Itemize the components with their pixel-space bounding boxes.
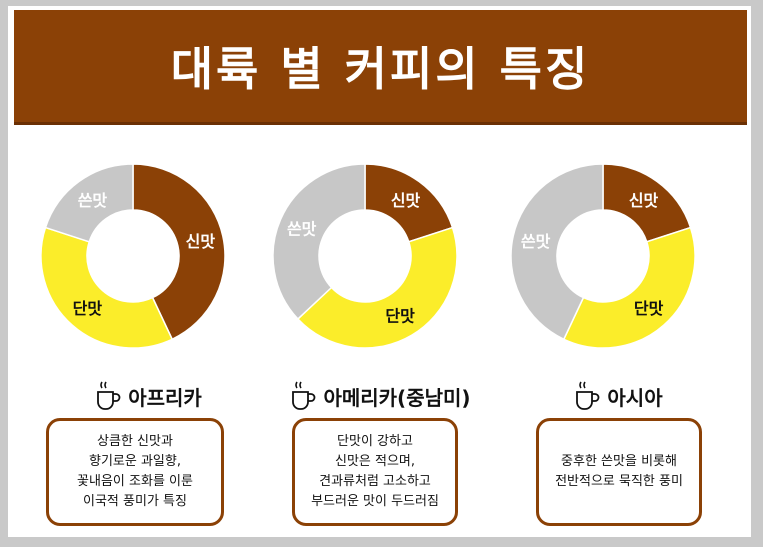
donut-slice-2 — [510, 163, 604, 341]
description-box: 상큼한 신맛과 향기로운 과일향, 꽃내음이 조화를 이룬 이국적 풍미가 특징 — [46, 418, 224, 526]
slice-label-1: 단맛 — [385, 306, 415, 325]
coffee-cup-icon — [94, 380, 122, 412]
description-text: 단맛이 강하고 신맛은 적으며, 견과류처럼 고소하고 부드러운 맛이 두드러짐 — [311, 434, 439, 509]
description-box: 중후한 쓴맛을 비롯해 전반적으로 묵직한 풍미 — [536, 418, 702, 526]
title-banner: 대륙 별 커피의 특징 — [14, 10, 747, 125]
slice-label-2: 쓴맛 — [78, 191, 108, 210]
donut-slice-1 — [562, 226, 696, 349]
donut-slice-2 — [272, 163, 366, 321]
coffee-cup-icon — [289, 380, 317, 412]
donut-slice-1 — [296, 226, 458, 349]
region-name: 아프리카 — [128, 385, 202, 410]
region-heading: 아프리카 — [28, 378, 268, 414]
slice-label-1: 단맛 — [73, 299, 103, 318]
region-heading: 아메리카(중남미) — [260, 378, 500, 414]
slice-label-0: 신맛 — [186, 232, 216, 251]
donut-slice-1 — [40, 226, 174, 349]
donut-slice-2 — [44, 163, 134, 243]
donut-slice-0 — [132, 163, 226, 341]
description-box: 단맛이 강하고 신맛은 적으며, 견과류처럼 고소하고 부드러운 맛이 두드러짐 — [292, 418, 458, 526]
page-title: 대륙 별 커피의 특징 — [170, 42, 591, 96]
slice-label-0: 신맛 — [629, 191, 659, 210]
region-heading: 아시아 — [498, 378, 738, 414]
slice-label-0: 신맛 — [391, 191, 421, 210]
description-text: 중후한 쓴맛을 비롯해 전반적으로 묵직한 풍미 — [555, 454, 683, 489]
slice-label-2: 쓴맛 — [287, 220, 317, 239]
coffee-cup-icon — [573, 380, 601, 412]
region-name: 아시아 — [607, 385, 663, 410]
slice-label-2: 쓴맛 — [521, 232, 551, 251]
slice-label-1: 단맛 — [634, 299, 664, 318]
description-text: 상큼한 신맛과 향기로운 과일향, 꽃내음이 조화를 이룬 이국적 풍미가 특징 — [77, 434, 193, 509]
region-name: 아메리카(중남미) — [323, 385, 471, 410]
